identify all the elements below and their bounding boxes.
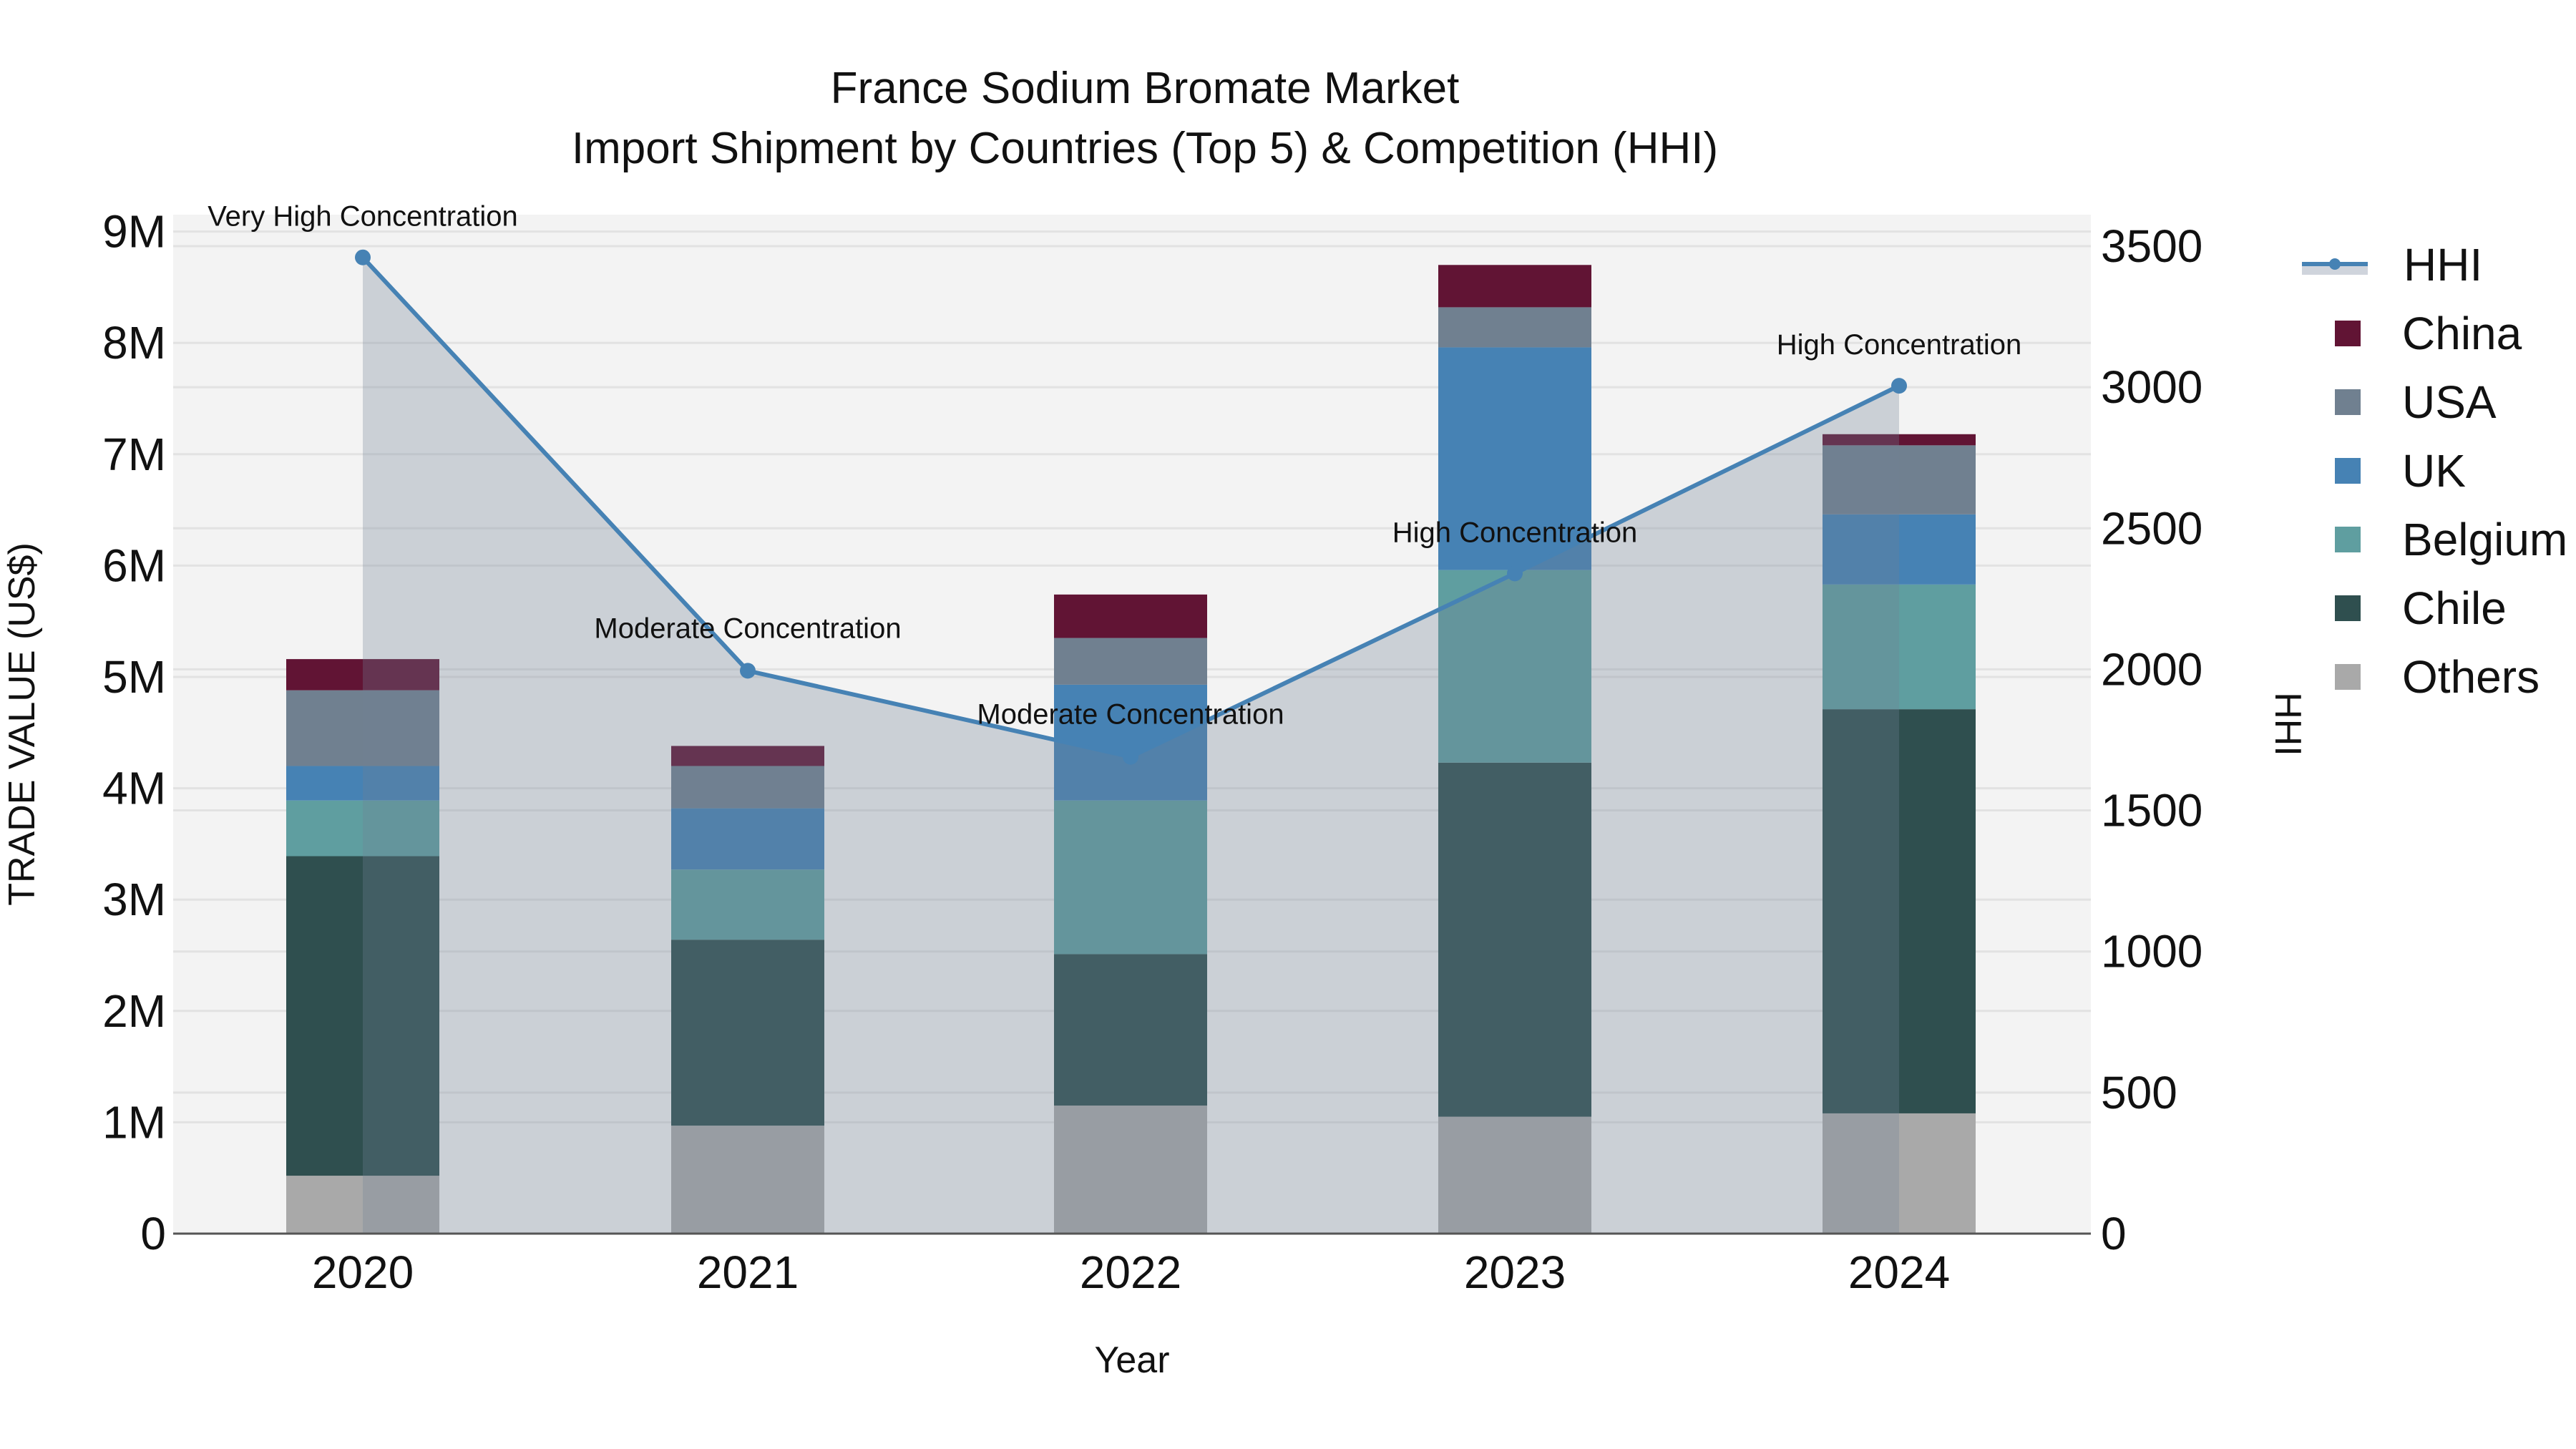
legend-item-usa[interactable]: USA	[2301, 368, 2567, 436]
annotation-2021: Moderate Concentration	[594, 613, 901, 644]
chart-subtitle: Import Shipment by Countries (Top 5) & C…	[571, 124, 1719, 173]
bar-segment-belgium-2021	[671, 869, 824, 940]
bar-segment-uk-2020	[286, 766, 439, 801]
y-axis-left-label: TRADE VALUE (US$)	[1, 542, 43, 906]
y-left-tick: 2M	[102, 985, 166, 1037]
y-right-tick: 2500	[2101, 502, 2202, 554]
bar-segment-others-2022	[1054, 1106, 1207, 1234]
legend-label: Chile	[2402, 582, 2507, 634]
y-left-tick: 1M	[102, 1096, 166, 1148]
x-tick-2023: 2023	[1464, 1246, 1566, 1298]
y-right-tick: 1500	[2101, 785, 2202, 836]
hhi-marker-2021	[740, 663, 756, 679]
annotation-2022: Moderate Concentration	[977, 699, 1284, 731]
y-left-tick: 0	[140, 1208, 166, 1259]
annotation-2024: High Concentration	[1777, 329, 2021, 361]
legend-item-belgium[interactable]: Belgium	[2301, 505, 2567, 574]
annotation-2023: High Concentration	[1392, 517, 1637, 548]
bar-segment-chile-2022	[1054, 954, 1207, 1106]
x-tick-2020: 2020	[312, 1246, 414, 1298]
hhi-marker-2022	[1123, 748, 1138, 765]
legend-label: Others	[2402, 651, 2540, 703]
color-swatch-icon	[2335, 664, 2361, 690]
bar-segment-uk-2021	[671, 808, 824, 870]
legend-label: Belgium	[2402, 514, 2568, 565]
y-left-tick: 3M	[102, 874, 166, 925]
bar-segment-china-2023	[1438, 265, 1591, 308]
legend-label: China	[2402, 308, 2522, 359]
y-right-tick: 0	[2101, 1208, 2127, 1259]
bar-segment-belgium-2020	[286, 800, 439, 857]
bar-segment-chile-2023	[1438, 762, 1591, 1117]
y-left-tick: 6M	[102, 540, 166, 591]
bar-segment-china-2020	[286, 659, 439, 691]
bar-segment-belgium-2023	[1438, 570, 1591, 763]
legend-item-hhi[interactable]: HHI	[2301, 230, 2567, 299]
bar-segment-china-2022	[1054, 594, 1207, 638]
bar-segment-china-2024	[1823, 434, 1976, 446]
hhi-marker-2023	[1507, 565, 1523, 582]
bar-segment-others-2021	[671, 1126, 824, 1234]
bar-segment-belgium-2022	[1054, 800, 1207, 955]
y-axis-right-ticks: 0 500 1000 1500 2000 2500 3000 3500	[2101, 220, 2202, 1259]
y-axis-right-label: HHI	[2267, 692, 2308, 756]
y-left-tick: 9M	[102, 206, 166, 258]
bar-segment-others-2020	[286, 1176, 439, 1234]
bar-segment-usa-2024	[1823, 445, 1976, 514]
bar-segment-uk-2024	[1823, 514, 1976, 585]
y-right-tick: 3000	[2101, 361, 2202, 413]
legend-label: UK	[2402, 445, 2466, 497]
x-tick-2021: 2021	[697, 1246, 799, 1298]
x-tick-2024: 2024	[1848, 1246, 1950, 1298]
y-right-tick: 500	[2101, 1067, 2177, 1118]
bar-segment-uk-2022	[1054, 684, 1207, 801]
bar-segment-uk-2023	[1438, 347, 1591, 570]
chart-title: France Sodium Bromate Market	[830, 64, 1460, 113]
bar-segment-usa-2023	[1438, 307, 1591, 348]
y-right-tick: 1000	[2101, 926, 2202, 977]
hhi-area	[363, 257, 1899, 1234]
legend-label: HHI	[2404, 239, 2483, 291]
legend-item-china[interactable]: China	[2301, 299, 2567, 368]
bar-segment-belgium-2024	[1823, 584, 1976, 710]
bar-segment-chile-2021	[671, 940, 824, 1126]
stacked-bars	[286, 265, 1976, 1234]
y-left-tick: 4M	[102, 763, 166, 814]
bar-segment-others-2023	[1438, 1116, 1591, 1234]
legend-item-others[interactable]: Others	[2301, 643, 2567, 711]
bar-segment-others-2024	[1823, 1113, 1976, 1234]
y-left-tick: 7M	[102, 429, 166, 480]
y-right-tick: 2000	[2101, 643, 2202, 695]
bar-segment-usa-2020	[286, 690, 439, 766]
legend: HHI China USA UK Belgium Chile Others	[2301, 230, 2567, 711]
x-axis-ticks: 2020 2021 2022 2023 2024	[312, 1246, 1950, 1298]
color-swatch-icon	[2335, 595, 2361, 621]
y-right-tick: 3500	[2101, 220, 2202, 272]
bar-segment-usa-2021	[671, 766, 824, 809]
hhi-annotations: Very High Concentration Moderate Concentr…	[208, 201, 2021, 731]
color-swatch-icon	[2335, 458, 2361, 484]
x-tick-2022: 2022	[1080, 1246, 1181, 1298]
hhi-line	[355, 249, 1907, 1234]
bar-segment-chile-2020	[286, 856, 439, 1176]
legend-item-chile[interactable]: Chile	[2301, 574, 2567, 643]
bar-segment-china-2021	[671, 746, 824, 766]
hhi-marker-2024	[1891, 378, 1907, 394]
hhi-marker-2020	[355, 249, 371, 265]
color-swatch-icon	[2335, 527, 2361, 552]
color-swatch-icon	[2335, 321, 2361, 346]
color-swatch-icon	[2335, 389, 2361, 415]
x-axis-label: Year	[1094, 1340, 1169, 1381]
annotation-2020: Very High Concentration	[208, 201, 518, 233]
y-axis-left-ticks: 0 1M 2M 3M 4M 5M 6M 7M 8M 9M	[102, 206, 166, 1259]
legend-label: USA	[2402, 376, 2497, 428]
bar-segment-chile-2024	[1823, 709, 1976, 1113]
line-marker-icon	[2302, 250, 2368, 279]
legend-item-uk[interactable]: UK	[2301, 436, 2567, 505]
bar-segment-usa-2022	[1054, 638, 1207, 685]
y-left-tick: 5M	[102, 651, 166, 703]
y-left-tick: 8M	[102, 317, 166, 369]
